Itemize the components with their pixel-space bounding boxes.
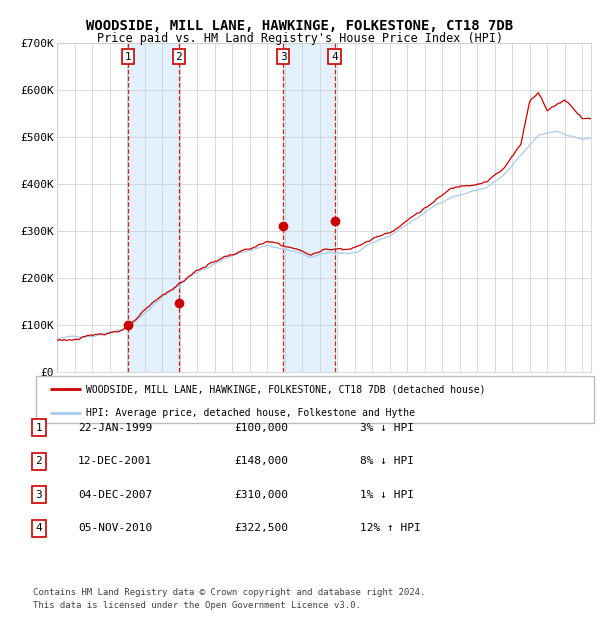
Text: 2: 2 xyxy=(175,51,182,61)
Text: 1: 1 xyxy=(125,51,131,61)
Text: HPI: Average price, detached house, Folkestone and Hythe: HPI: Average price, detached house, Folk… xyxy=(86,407,415,418)
Text: 22-JAN-1999: 22-JAN-1999 xyxy=(78,423,152,433)
Text: 3% ↓ HPI: 3% ↓ HPI xyxy=(360,423,414,433)
Text: 12% ↑ HPI: 12% ↑ HPI xyxy=(360,523,421,533)
Text: 2: 2 xyxy=(35,456,43,466)
Text: 8% ↓ HPI: 8% ↓ HPI xyxy=(360,456,414,466)
Text: £100,000: £100,000 xyxy=(234,423,288,433)
Text: £310,000: £310,000 xyxy=(234,490,288,500)
Text: Contains HM Land Registry data © Crown copyright and database right 2024.: Contains HM Land Registry data © Crown c… xyxy=(33,588,425,597)
Text: 1: 1 xyxy=(35,423,43,433)
Text: WOODSIDE, MILL LANE, HAWKINGE, FOLKESTONE, CT18 7DB (detached house): WOODSIDE, MILL LANE, HAWKINGE, FOLKESTON… xyxy=(86,384,486,394)
Text: £148,000: £148,000 xyxy=(234,456,288,466)
Text: 04-DEC-2007: 04-DEC-2007 xyxy=(78,490,152,500)
Text: £322,500: £322,500 xyxy=(234,523,288,533)
Text: 3: 3 xyxy=(280,51,287,61)
Text: This data is licensed under the Open Government Licence v3.0.: This data is licensed under the Open Gov… xyxy=(33,601,361,611)
Bar xyxy=(128,43,179,372)
Text: 12-DEC-2001: 12-DEC-2001 xyxy=(78,456,152,466)
Text: Price paid vs. HM Land Registry's House Price Index (HPI): Price paid vs. HM Land Registry's House … xyxy=(97,32,503,45)
Text: 4: 4 xyxy=(35,523,43,533)
Text: 1% ↓ HPI: 1% ↓ HPI xyxy=(360,490,414,500)
FancyBboxPatch shape xyxy=(36,376,594,423)
Bar xyxy=(283,43,335,372)
Text: 4: 4 xyxy=(331,51,338,61)
Text: WOODSIDE, MILL LANE, HAWKINGE, FOLKESTONE, CT18 7DB: WOODSIDE, MILL LANE, HAWKINGE, FOLKESTON… xyxy=(86,19,514,33)
Text: 05-NOV-2010: 05-NOV-2010 xyxy=(78,523,152,533)
Text: 3: 3 xyxy=(35,490,43,500)
